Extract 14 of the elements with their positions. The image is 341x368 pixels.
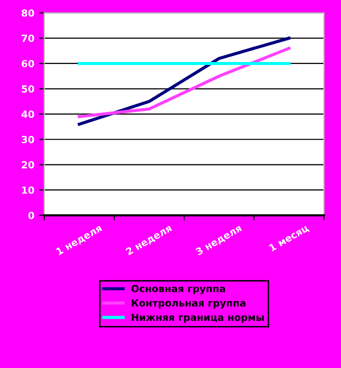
y-tick-label: 60 [22,60,34,68]
legend-label: Контрольная группа [132,299,246,309]
y-tick-label: 20 [22,161,34,169]
y-tick-label: 40 [22,110,34,118]
legend-label: Нижняя граница нормы [132,314,264,323]
y-tick-label: 10 [22,186,34,194]
line-series [78,46,291,118]
y-tick-label: 0 [28,212,34,220]
line-series [78,36,291,126]
y-tick-label: 50 [22,85,34,93]
y-tick-label: 30 [22,136,34,144]
y-tick-label: 70 [22,34,34,42]
legend-label: Основная группа [131,284,226,294]
y-tick-label: 80 [22,9,34,17]
